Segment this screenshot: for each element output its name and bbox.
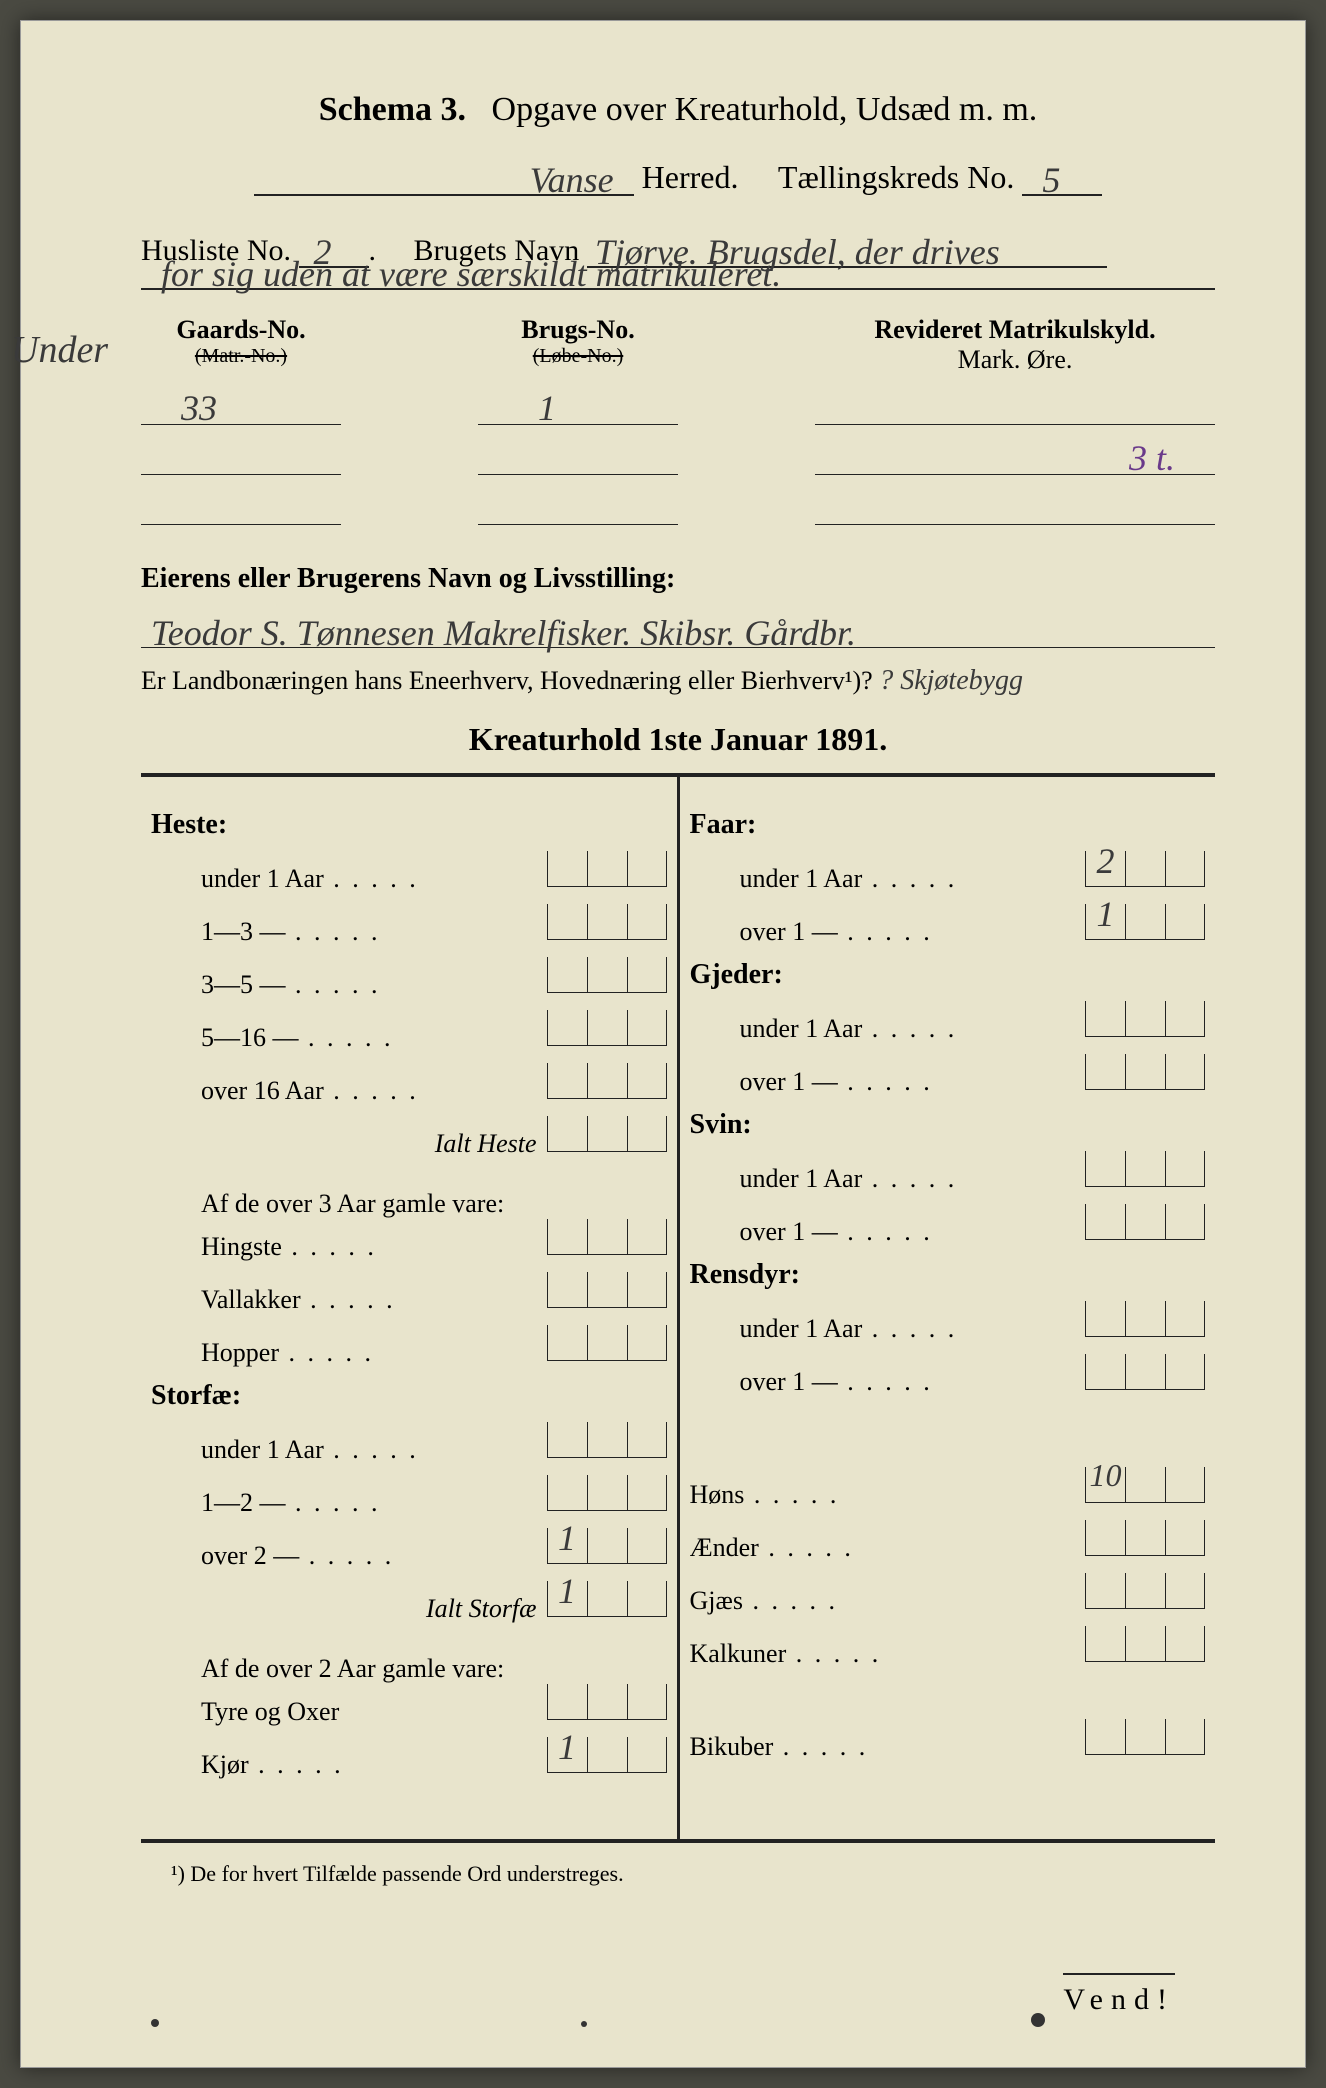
storfae-ialt: Ialt Storfæ — [151, 1594, 547, 1624]
heste-13: 1—3 — — [201, 917, 547, 947]
revid-v2: 3 t. — [1129, 440, 1175, 476]
main-table: Heste: under 1 Aar 1—3 — 3—5 — 5—16 — ov… — [141, 773, 1215, 1843]
gaards-label: Gaards-No. — [141, 315, 341, 345]
svin-head: Svin: — [690, 1109, 1206, 1141]
heste-u1: under 1 Aar — [201, 864, 547, 894]
stain-3 — [1031, 2013, 1045, 2027]
heste-35: 3—5 — — [201, 970, 547, 1000]
stain-2 — [581, 2021, 587, 2027]
brug-name-hw-2: for sig uden at være særskildt matrikule… — [161, 256, 781, 292]
brugs-col: Brugs-No. (Løbe-No.) — [478, 315, 678, 375]
bikuber: Bikuber — [690, 1732, 1086, 1762]
faar-head: Faar: — [690, 809, 1206, 841]
storfae-ialt-hw: 1 — [558, 1573, 576, 1609]
heste-o16: over 16 Aar — [201, 1076, 547, 1106]
bierhverv-label: Er Landbonæringen hans Eneerhverv, Hoved… — [141, 666, 873, 695]
svin-u1: under 1 Aar — [740, 1164, 1086, 1194]
herred-line: Vanse Herred. Tællingskreds No. 5 — [141, 159, 1215, 196]
svin-o1: over 1 — — [740, 1217, 1086, 1247]
left-column: Heste: under 1 Aar 1—3 — 3—5 — 5—16 — ov… — [141, 777, 677, 1839]
storfae-u1: under 1 Aar — [201, 1435, 547, 1465]
hopper: Hopper — [201, 1338, 547, 1368]
aender: Ænder — [690, 1533, 1086, 1563]
gaards-strike: (Matr.-No.) — [141, 345, 341, 368]
stain-1 — [151, 2019, 159, 2027]
hingste: Hingste — [201, 1232, 547, 1262]
gaards-col: Gaards-No. (Matr.-No.) — [141, 315, 341, 375]
heste-516: 5—16 — — [201, 1023, 547, 1053]
brugs-strike: (Løbe-No.) — [478, 345, 678, 368]
faar-u1: under 1 Aar — [740, 864, 1086, 894]
bierhverv-hw: ? Skjøtebygg — [879, 665, 1023, 696]
husliste-row-2: for sig uden at være særskildt matrikule… — [141, 288, 1215, 290]
data-rows: 33 1 3 t. — [141, 383, 1215, 533]
hons: Høns — [690, 1480, 1086, 1510]
owner-value-hw: Teodor S. Tønnesen Makrelfisker. Skibsr.… — [151, 615, 856, 651]
kjor: Kjør — [201, 1750, 547, 1780]
rensdyr-o1: over 1 — — [740, 1367, 1086, 1397]
brugs-label: Brugs-No. — [478, 315, 678, 345]
revid-label: Revideret Matrikulskyld. — [815, 315, 1215, 345]
columns-header: Gaards-No. (Matr.-No.) Brugs-No. (Løbe-N… — [141, 315, 1215, 375]
rensdyr-head: Rensdyr: — [690, 1259, 1206, 1291]
gjeder-o1: over 1 — — [740, 1067, 1086, 1097]
storfae-o2: over 2 — — [201, 1541, 547, 1571]
heste-over3: Af de over 3 Aar gamle vare: — [151, 1189, 667, 1219]
margin-note-hw: Under — [11, 331, 108, 369]
gjeder-head: Gjeder: — [690, 959, 1206, 991]
owner-section: Eierens eller Brugerens Navn og Livsstil… — [141, 563, 1215, 696]
kreds-label: Tællingskreds No. — [778, 159, 1014, 195]
gjaes: Gjæs — [690, 1586, 1086, 1616]
faar-o1: over 1 — — [740, 917, 1086, 947]
brugs-v1: 1 — [538, 390, 556, 426]
kreatur-title: Kreaturhold 1ste Januar 1891. — [141, 721, 1215, 758]
storfae-12: 1—2 — — [201, 1488, 547, 1518]
heste-ialt: Ialt Heste — [151, 1129, 547, 1159]
gjeder-u1: under 1 Aar — [740, 1014, 1086, 1044]
bierhverv-line: Er Landbonæringen hans Eneerhverv, Hoved… — [141, 666, 1215, 696]
footnote: ¹) De for hvert Tilfælde passende Ord un… — [141, 1861, 1215, 1887]
storfae-over2: Af de over 2 Aar gamle vare: — [151, 1654, 667, 1684]
document-page: Schema 3. Opgave over Kreaturhold, Udsæd… — [20, 20, 1306, 2068]
kreds-no-hw: 5 — [1042, 162, 1060, 198]
tyre: Tyre og Oxer — [201, 1697, 547, 1727]
kalkuner: Kalkuner — [690, 1639, 1086, 1669]
herred-name-hw: Vanse — [530, 162, 614, 198]
owner-label: Eierens eller Brugerens Navn og Livsstil… — [141, 563, 675, 594]
revid-sub: Mark. Øre. — [815, 345, 1215, 375]
storfae-o2-hw: 1 — [558, 1520, 576, 1556]
faar-u1-hw: 2 — [1097, 843, 1115, 879]
vallakker: Vallakker — [201, 1285, 547, 1315]
storfae-head: Storfæ: — [151, 1380, 667, 1412]
gaards-v1: 33 — [181, 390, 217, 426]
rensdyr-u1: under 1 Aar — [740, 1314, 1086, 1344]
right-column: Faar: under 1 Aar 2 over 1 — 1 Gjeder: und… — [680, 777, 1216, 1839]
hons-hw: 10 — [1090, 1459, 1122, 1491]
title-rest: Opgave over Kreaturhold, Udsæd m. m. — [492, 91, 1038, 128]
title: Schema 3. Opgave over Kreaturhold, Udsæd… — [141, 91, 1215, 129]
vendi: Vend! — [1063, 1973, 1175, 2017]
heste-head: Heste: — [151, 809, 667, 841]
schema-label: Schema 3. — [319, 91, 466, 128]
revid-col: Revideret Matrikulskyld. Mark. Øre. — [815, 315, 1215, 375]
herred-label: Herred. — [642, 159, 739, 195]
faar-o1-hw: 1 — [1097, 896, 1115, 932]
kjor-hw: 1 — [558, 1729, 576, 1765]
